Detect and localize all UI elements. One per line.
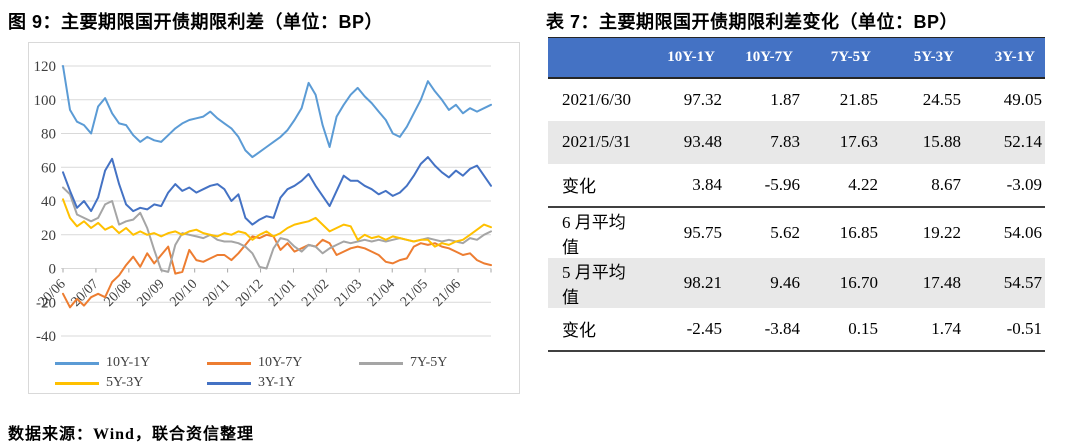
value-cell: 7.83 (725, 120, 803, 164)
legend-label: 3Y-1Y (258, 375, 296, 390)
y-axis-label: 80 (41, 127, 56, 143)
row-label: 变化 (548, 307, 645, 352)
legend-swatch-7Y-5Y (359, 361, 403, 365)
value-cell: -3.09 (964, 163, 1045, 208)
chart-box: 120 100 80 60 40 20 0 -20 -40 20/06 20/07 20/08 20/0… (28, 42, 520, 394)
value-cell: 0.15 (803, 307, 881, 352)
row-label: 2021/6/30 (562, 89, 631, 109)
value-cell: 1.87 (770, 89, 800, 109)
legend-swatch-5Y-3Y (55, 381, 99, 385)
value-cell: 49.05 (1003, 89, 1042, 109)
table-row: 5 月平均值 98.21 9.46 16.70 17.48 54.57 (548, 257, 1045, 308)
value-cell: 93.48 (645, 120, 725, 164)
chart-legend: 10Y-1Y 10Y-7Y 7Y-5Y 5Y-3Y 3Y-1Y (55, 354, 505, 392)
header-cell-blank (548, 37, 645, 79)
x-axis-label: 21/03 (332, 277, 365, 310)
value-cell: 52.14 (964, 120, 1045, 164)
table-header-row: 10Y-1Y 10Y-7Y 7Y-5Y 5Y-3Y 3Y-1Y (548, 37, 1045, 79)
legend-swatch-10Y-1Y (55, 361, 99, 365)
value-cell: 21.85 (839, 89, 878, 109)
value-cell: -3.84 (725, 307, 803, 352)
value-cell: 98.21 (645, 257, 725, 308)
header-cell-5Y-3Y: 5Y-3Y (881, 37, 964, 79)
source-note: 数据来源：Wind，联合资信整理 (8, 426, 254, 443)
legend-item-7Y-5Y: 7Y-5Y (359, 354, 499, 372)
header-cell-10Y-1Y: 10Y-1Y (645, 37, 725, 79)
x-axis-label: 21/02 (299, 277, 332, 310)
value-cell: 17.48 (881, 257, 964, 308)
x-axis-label: 20/10 (167, 277, 200, 310)
value-cell: -5.96 (725, 163, 803, 208)
value-cell: 54.57 (964, 257, 1045, 308)
x-axis-label: 21/01 (266, 277, 299, 310)
legend-label: 7Y-5Y (410, 355, 448, 370)
value-cell: 4.22 (803, 163, 881, 208)
y-axis-label: 20 (41, 228, 56, 244)
x-axis-label: 21/05 (398, 277, 431, 310)
value-cell: 1.74 (881, 307, 964, 352)
series-line-5Y-3Y (62, 198, 492, 248)
value-cell: -2.45 (645, 307, 725, 352)
series-line-3Y-1Y (62, 156, 492, 226)
y-axis-label: -20 (36, 295, 56, 311)
legend-label: 10Y-1Y (106, 355, 151, 370)
x-axis-label: 21/06 (431, 277, 464, 310)
header-cell-3Y-1Y: 3Y-1Y (964, 37, 1045, 79)
value-cell: 5.62 (770, 222, 800, 242)
legend-item-10Y-1Y: 10Y-1Y (55, 354, 207, 372)
legend-item-10Y-7Y: 10Y-7Y (207, 354, 359, 372)
y-axis-label: 120 (34, 59, 57, 75)
legend-swatch-3Y-1Y (207, 381, 251, 385)
y-axis-label: 60 (41, 160, 56, 176)
figure-title: 图 9：主要期限国开债期限利差（单位：BP） (8, 12, 384, 32)
legend-swatch-10Y-7Y (207, 361, 251, 365)
row-label: 5 月平均值 (548, 257, 645, 308)
series-line-10Y-1Y (62, 65, 492, 159)
y-axis-label: 40 (41, 194, 56, 210)
value-cell: 16.70 (803, 257, 881, 308)
y-axis-label: 0 (49, 262, 57, 278)
value-cell: 54.06 (1003, 222, 1042, 242)
row-label: 变化 (548, 163, 645, 208)
legend-item-3Y-1Y: 3Y-1Y (207, 374, 359, 392)
row-label: 6 月平均值 (562, 212, 626, 257)
spread-table: 10Y-1Y 10Y-7Y 7Y-5Y 5Y-3Y 3Y-1Y 2021/6/30 97.… (548, 37, 1045, 352)
legend-label: 5Y-3Y (106, 375, 144, 390)
y-axis-label: 100 (34, 93, 57, 109)
header-cell-7Y-5Y: 7Y-5Y (803, 37, 881, 79)
value-cell: 24.55 (922, 89, 961, 109)
x-axis-label: 21/04 (365, 277, 398, 310)
value-cell: -0.51 (964, 307, 1045, 352)
legend-label: 10Y-7Y (258, 355, 303, 370)
x-axis-label: 20/09 (134, 277, 167, 310)
x-axis-label: 20/11 (201, 277, 234, 310)
legend-item-5Y-3Y: 5Y-3Y (55, 374, 207, 392)
table-row: 变化 3.84 -5.96 4.22 8.67 -3.09 (548, 163, 1045, 208)
value-cell: 95.75 (683, 222, 722, 242)
value-cell: 97.32 (683, 89, 722, 109)
value-cell: 8.67 (881, 163, 964, 208)
table-row: 6 月平均值 95.75 5.62 16.85 19.22 54.06 (548, 207, 1045, 258)
table-row: 变化 -2.45 -3.84 0.15 1.74 -0.51 (548, 307, 1045, 352)
table-body: 2021/6/30 97.32 1.87 21.85 24.55 49.05 2021/5/… (548, 78, 1045, 352)
value-cell: 9.46 (725, 257, 803, 308)
table-row: 2021/5/31 93.48 7.83 17.63 15.88 52.14 (548, 120, 1045, 164)
table-title: 表 7：主要期限国开债期限利差变化（单位：BP） (546, 12, 959, 32)
header-cell-10Y-7Y: 10Y-7Y (725, 37, 803, 79)
y-axis-label: -40 (36, 329, 56, 345)
value-cell: 16.85 (839, 222, 878, 242)
value-cell: 3.84 (645, 163, 725, 208)
value-cell: 17.63 (803, 120, 881, 164)
value-cell: 19.22 (922, 222, 961, 242)
row-label: 2021/5/31 (548, 120, 645, 164)
x-axis-label: 20/12 (233, 277, 266, 310)
table-row: 2021/6/30 97.32 1.87 21.85 24.55 49.05 (548, 78, 1045, 121)
value-cell: 15.88 (881, 120, 964, 164)
